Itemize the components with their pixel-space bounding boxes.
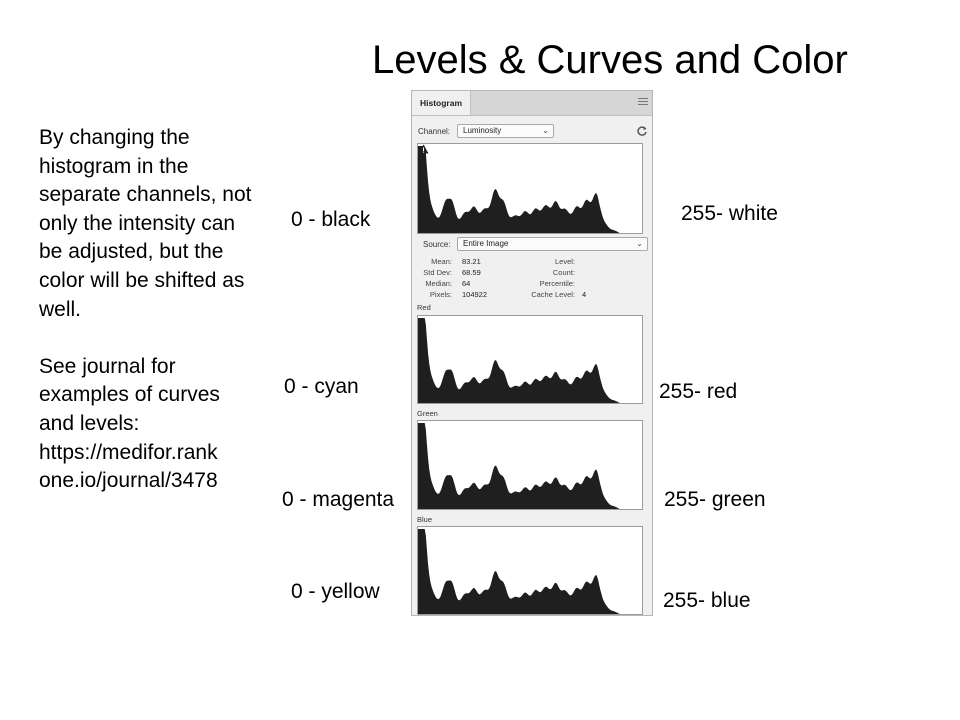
histogram-luminosity (417, 143, 643, 234)
channel-select-value: Luminosity (463, 126, 502, 135)
red-channel-caption: Red (417, 303, 431, 312)
source-select[interactable]: Entire Image ⌄ (457, 237, 648, 251)
panel-header: Histogram (412, 91, 652, 116)
mean-label: Mean: (431, 257, 452, 266)
histogram-red (417, 315, 643, 404)
histogram-chart (418, 318, 642, 403)
histogram-area (418, 529, 642, 614)
level-label: Level: (554, 257, 575, 266)
label-blue: 255- blue (663, 589, 751, 612)
source-label: Source: (423, 240, 451, 249)
pixels-value: 104922 (462, 290, 488, 299)
histogram-panel: Histogram Channel: Luminosity ⌄ Source: … (411, 90, 653, 616)
pixels-label: Pixels: (429, 290, 452, 299)
stddev-value: 68.59 (462, 268, 481, 277)
label-cyan: 0 - cyan (284, 375, 359, 398)
chevron-down-icon: ⌄ (636, 239, 643, 248)
label-black: 0 - black (291, 208, 371, 231)
histogram-area (418, 146, 642, 233)
green-channel-caption: Green (417, 409, 438, 418)
source-select-value: Entire Image (463, 239, 509, 248)
label-white: 255- white (681, 202, 778, 225)
histogram-chart (418, 423, 642, 509)
histogram-chart (418, 146, 642, 233)
label-green: 255- green (664, 488, 766, 511)
median-value: 64 (462, 279, 471, 288)
cache-level-value: 4 (582, 290, 587, 299)
histogram-green (417, 420, 643, 510)
blue-channel-caption: Blue (417, 515, 433, 524)
mean-value: 83.21 (462, 257, 481, 266)
panel-menu-icon[interactable] (638, 98, 648, 107)
histogram-blue (417, 526, 643, 615)
histogram-area (418, 423, 642, 509)
body-text: By changing the histogram in the separat… (39, 126, 252, 493)
tab-histogram[interactable]: Histogram (412, 91, 471, 115)
histogram-chart (418, 529, 642, 614)
chevron-down-icon: ⌄ (542, 126, 549, 135)
channel-select[interactable]: Luminosity ⌄ (457, 124, 554, 138)
histogram-area (418, 318, 642, 403)
refresh-icon[interactable] (636, 125, 648, 137)
label-yellow: 0 - yellow (291, 580, 380, 603)
label-magenta: 0 - magenta (282, 488, 395, 511)
channel-label: Channel: (418, 127, 451, 136)
median-label: Median: (425, 279, 452, 288)
cache-level-label: Cache Level: (531, 290, 575, 299)
percentile-label: Percentile: (539, 279, 575, 288)
count-label: Count: (552, 268, 575, 277)
slide-title: Levels & Curves and Color (372, 38, 848, 82)
label-red: 255- red (659, 380, 738, 403)
warning-triangle-icon (418, 144, 429, 154)
stddev-label: Std Dev: (423, 268, 452, 277)
